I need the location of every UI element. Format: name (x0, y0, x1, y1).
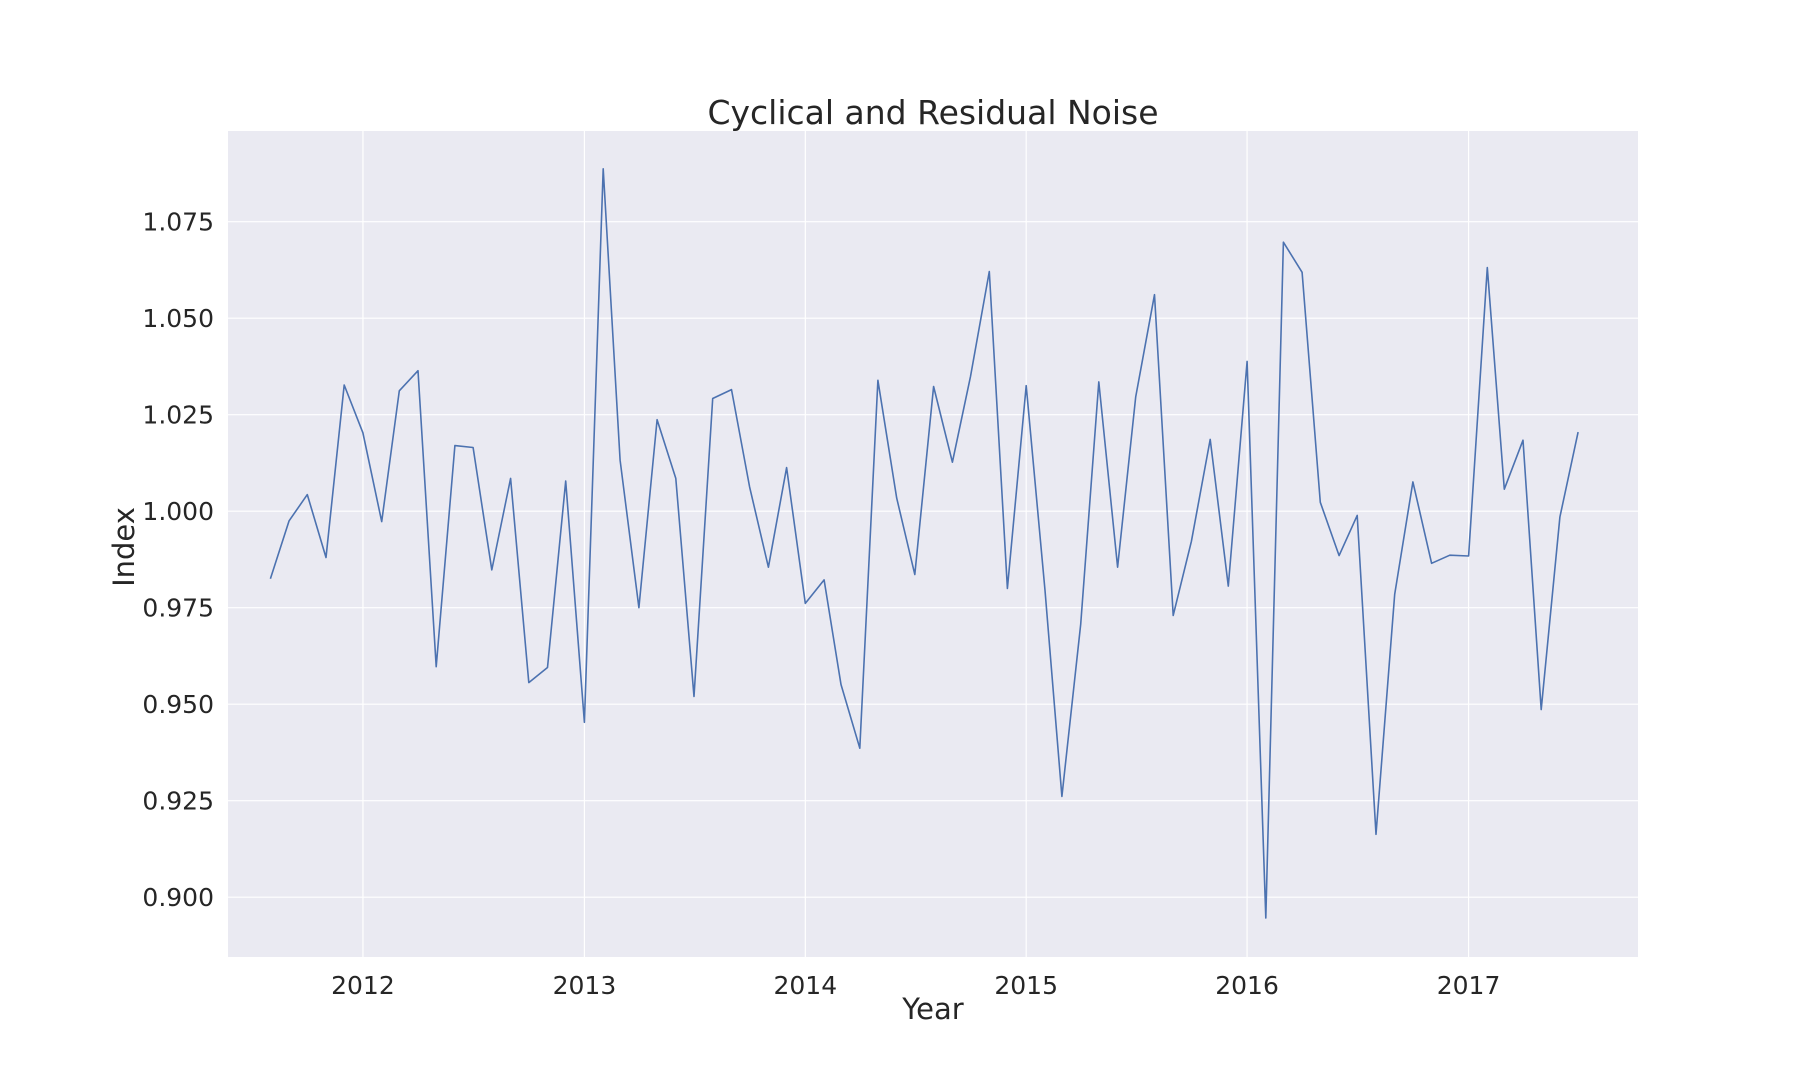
y-tick-label: 0.900 (142, 883, 214, 912)
series-line (269, 168, 1579, 919)
y-tick-label: 1.000 (142, 497, 214, 526)
y-tick-label: 1.050 (142, 304, 214, 333)
y-tick-label: 0.950 (142, 690, 214, 719)
x-tick-labels: 2012 2013 2014 2015 2016 2017 (331, 971, 1500, 1000)
x-tick-label: 2016 (1215, 971, 1279, 1000)
y-tick-label: 0.925 (142, 787, 214, 816)
x-tick-label: 2013 (553, 971, 617, 1000)
y-gridlines (228, 221, 1638, 898)
y-tick-label: 1.025 (142, 401, 214, 430)
y-tick-labels: 0.900 0.925 0.950 0.975 1.000 1.025 1.050 1.075 (142, 208, 214, 912)
y-tick-label: 1.075 (142, 208, 214, 237)
x-tick-label: 2015 (994, 971, 1058, 1000)
x-axis-label: Year (901, 992, 963, 1026)
x-tick-label: 2014 (774, 971, 838, 1000)
y-axis-label: Index (107, 507, 141, 587)
x-tick-label: 2017 (1437, 971, 1501, 1000)
x-gridlines (362, 131, 1470, 957)
chart-title: Cyclical and Residual Noise (707, 93, 1158, 132)
x-tick-label: 2012 (331, 971, 395, 1000)
y-tick-label: 0.975 (142, 594, 214, 623)
